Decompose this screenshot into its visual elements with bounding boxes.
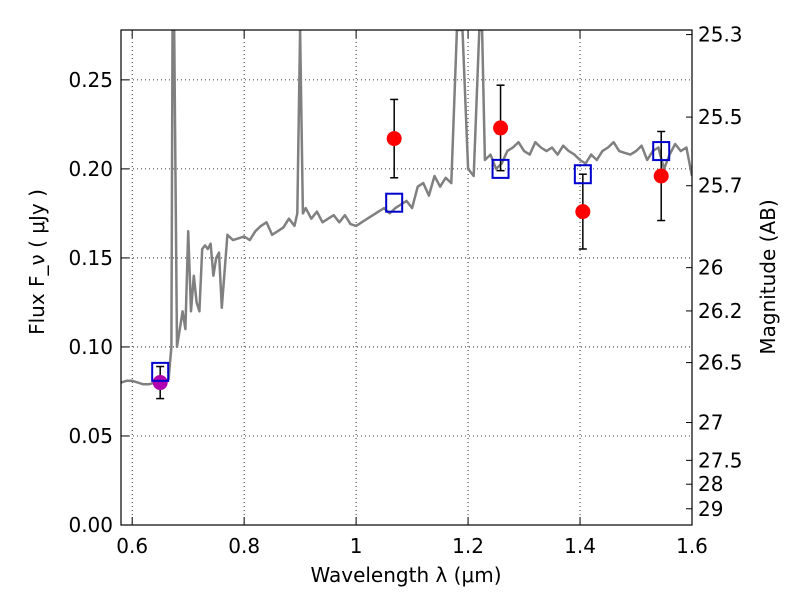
ticks	[121, 30, 693, 526]
x-tick-label: 0.6	[116, 534, 148, 558]
y2-tick-label: 27.5	[698, 448, 743, 472]
photometry-point	[653, 168, 669, 184]
y2-tick-label: 27	[698, 411, 723, 435]
y-tick-label: 0.20	[68, 157, 113, 181]
x-tick-label: 1.6	[676, 534, 708, 558]
y-tick-label: 0.00	[68, 513, 113, 537]
photometry-point	[386, 131, 402, 147]
plot-frame	[120, 29, 693, 526]
spectrum-layer	[121, 30, 692, 386]
x-tick-labels: 0.6 0.8 1 1.2 1.4 1.6	[116, 534, 708, 558]
model-box	[573, 164, 592, 185]
marks-layer	[151, 84, 671, 400]
x-axis-label: Wavelength λ (μm)	[310, 563, 501, 587]
y2-axis-label: Magnitude (AB)	[756, 199, 780, 354]
model-box	[491, 158, 510, 179]
y-axis-label: Flux F_ν ( μJy )	[25, 189, 49, 335]
y2-tick-label: 25.3	[698, 23, 743, 47]
spectrum-line	[121, 30, 692, 386]
y-tick-labels: 0.00 0.05 0.10 0.15 0.20 0.25	[68, 68, 113, 537]
y-tick-label: 0.25	[68, 68, 113, 92]
y-tick-label: 0.10	[68, 335, 113, 359]
plot-area	[121, 30, 692, 525]
y-tick-label: 0.15	[68, 246, 113, 270]
y2-tick-label: 28	[698, 472, 723, 496]
x-tick-label: 1.4	[564, 534, 596, 558]
photometry-point-purple	[152, 375, 168, 391]
model-box	[385, 192, 404, 213]
photometry-point	[575, 204, 591, 220]
y-tick-label: 0.05	[68, 424, 113, 448]
y2-tick-label: 26.5	[698, 351, 743, 375]
y2-tick-label: 26	[698, 256, 723, 280]
x-tick-label: 1.2	[452, 534, 484, 558]
model-box	[151, 361, 170, 382]
x-tick-label: 1	[350, 534, 363, 558]
y2-tick-label: 29	[698, 497, 723, 521]
photometry-point	[493, 120, 509, 136]
model-box	[652, 141, 671, 162]
y2-tick-label: 25.7	[698, 174, 743, 198]
x-tick-label: 0.8	[228, 534, 260, 558]
y2-tick-label: 25.5	[698, 105, 743, 129]
y2-tick-label: 26.2	[698, 299, 743, 323]
